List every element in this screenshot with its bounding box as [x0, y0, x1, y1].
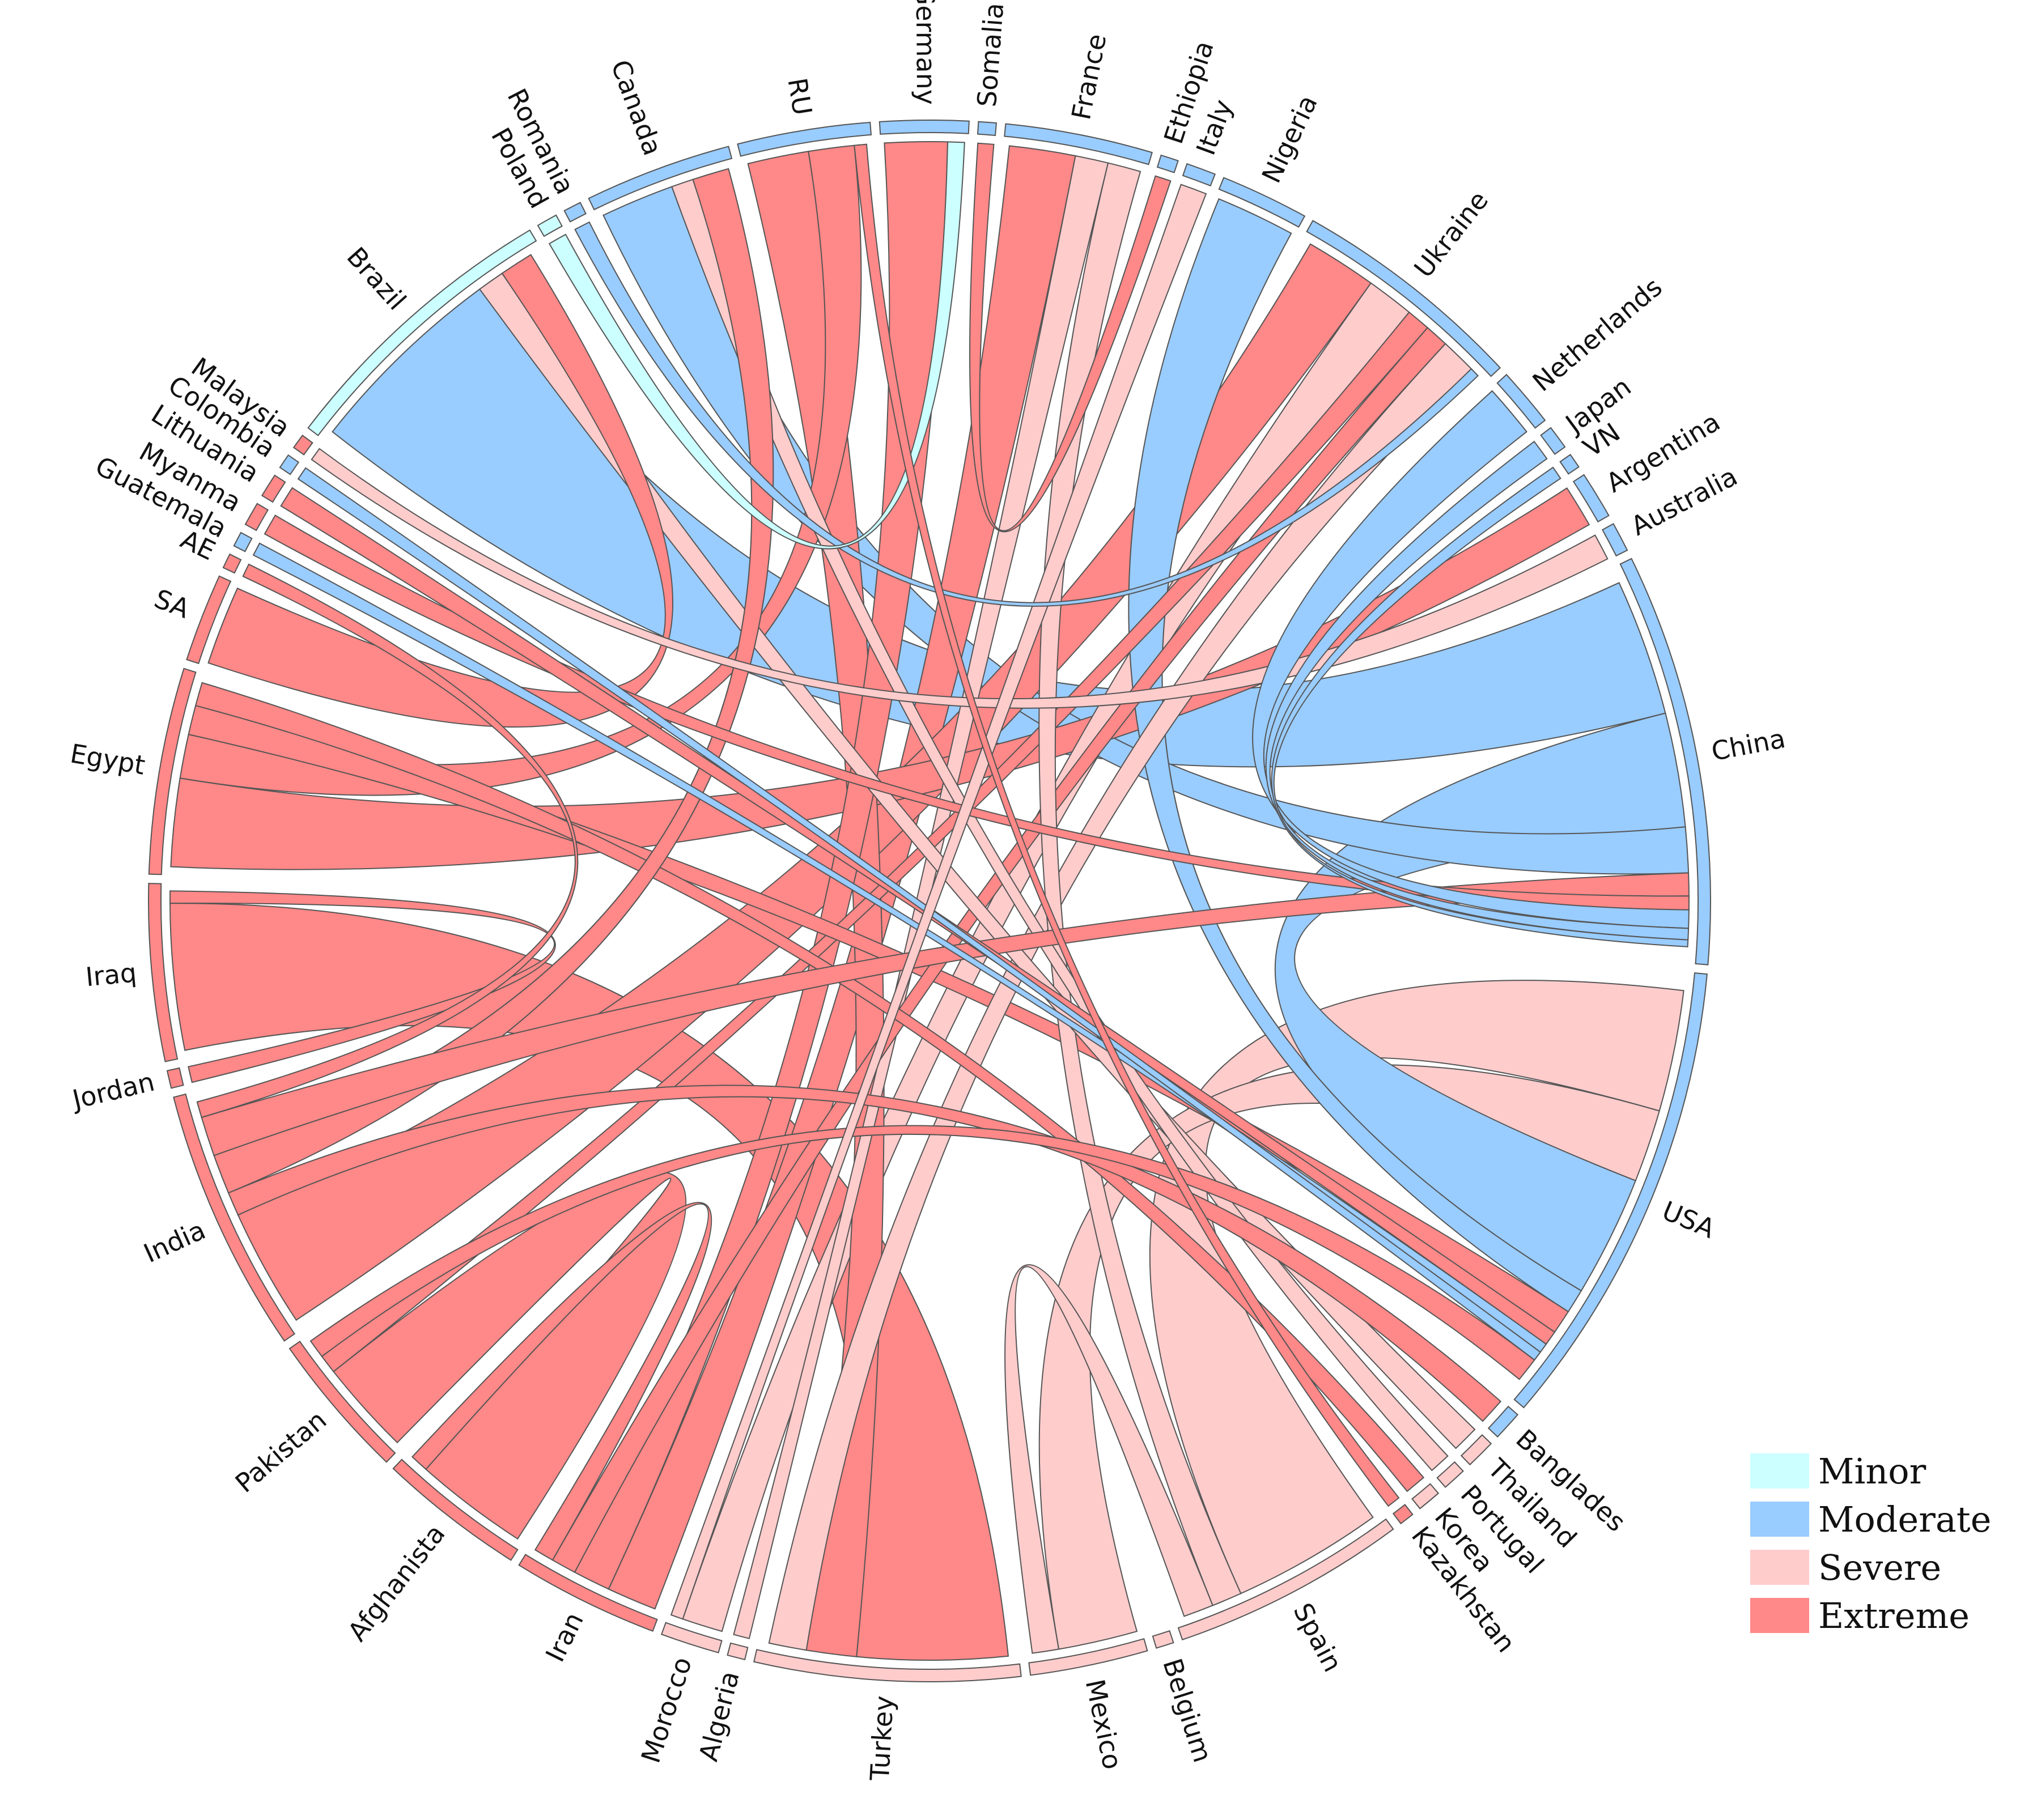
country-label-germany: Germany: [910, 0, 941, 105]
country-label-india: India: [139, 1214, 210, 1269]
arc-somalia: [978, 122, 996, 135]
arc-italy: [1183, 164, 1215, 186]
country-label-iraq: Iraq: [84, 957, 138, 992]
legend-swatch-minor: [1750, 1453, 1809, 1489]
country-label-canada: Canada: [605, 56, 668, 159]
arc-myanma: [245, 504, 268, 530]
country-label-mexico: Mexico: [1080, 1677, 1128, 1772]
arc-banglades: [1488, 1406, 1517, 1437]
country-label-morocco: Morocco: [635, 1653, 698, 1767]
arc-colombia: [280, 455, 299, 474]
country-label-china: China: [1709, 723, 1788, 767]
country-label-pakistan: Pakistan: [230, 1405, 333, 1499]
legend: Minor Moderate Severe Extreme: [1750, 1451, 1991, 1636]
legend-swatch-severe: [1750, 1550, 1809, 1585]
arc-jordan: [167, 1068, 184, 1088]
arc-ethiopia: [1157, 155, 1178, 173]
country-label-ukraine: Ukraine: [1408, 185, 1494, 283]
country-label-netherlands: Netherlands: [1527, 271, 1668, 397]
arc-belgium: [1153, 1631, 1174, 1648]
country-label-nigeria: Nigeria: [1256, 90, 1323, 188]
legend-label-moderate: Moderate: [1818, 1499, 1991, 1540]
arc-japan: [1541, 428, 1565, 454]
country-label-france: France: [1066, 31, 1112, 122]
arc-korea: [1412, 1484, 1438, 1509]
arc-portugal: [1437, 1462, 1463, 1487]
legend-swatch-extreme: [1750, 1598, 1809, 1633]
country-label-afghanista: Afghanista: [342, 1519, 451, 1647]
country-label-belgium: Belgium: [1157, 1655, 1218, 1766]
arc-australia: [1602, 524, 1627, 556]
arc-germany: [880, 120, 969, 134]
country-label-somalia: Somalia: [971, 2, 1009, 108]
ribbons-layer: [170, 142, 1689, 1660]
country-label-brazil: Brazil: [341, 241, 412, 316]
legend-label-minor: Minor: [1818, 1451, 1926, 1492]
arc-algeria: [727, 1643, 748, 1660]
country-label-sa: SA: [150, 583, 194, 624]
country-label-usa: USA: [1658, 1195, 1720, 1244]
country-label-spain: Spain: [1287, 1598, 1348, 1677]
country-label-egypt: Egypt: [68, 738, 147, 780]
arc-romania: [565, 202, 586, 222]
country-label-ru: RU: [782, 76, 818, 117]
arc-guatemala: [234, 533, 252, 551]
arc-malaysia: [294, 435, 312, 454]
arc-poland: [538, 215, 562, 236]
legend-label-extreme: Extreme: [1818, 1595, 1970, 1636]
arc-lithuania: [262, 475, 285, 502]
legend-swatch-moderate: [1750, 1502, 1809, 1537]
arc-vn: [1560, 454, 1579, 474]
country-label-algeria: Algeria: [693, 1668, 745, 1764]
legend-label-severe: Severe: [1818, 1547, 1941, 1588]
arc-ae: [223, 554, 241, 573]
country-label-turkey: Turkey: [864, 1695, 899, 1781]
arc-kazakhstan: [1393, 1504, 1412, 1523]
country-label-iran: Iran: [540, 1608, 589, 1666]
chord-diagram: BrazilPolandRomania Canada RU Germany Somali…: [0, 0, 2020, 1820]
country-label-jordan: Jordan: [68, 1066, 158, 1116]
